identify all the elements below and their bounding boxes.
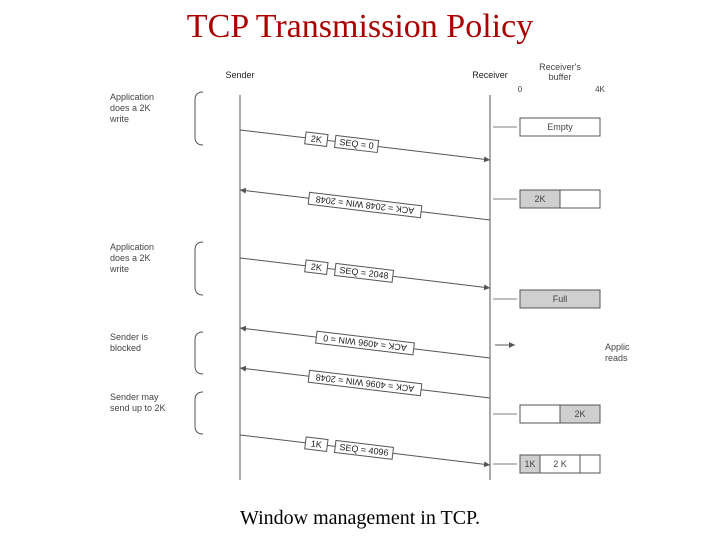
svg-text:Receiver's: Receiver's	[539, 62, 581, 72]
caption: Window management in TCP.	[0, 507, 720, 530]
svg-text:Sender may: Sender may	[110, 392, 159, 402]
svg-text:Application: Application	[110, 92, 154, 102]
svg-text:Full: Full	[553, 294, 568, 304]
svg-text:ACK = 2048 WIN = 2048: ACK = 2048 WIN = 2048	[315, 194, 415, 216]
svg-text:ACK = 4096 WIN = 2048: ACK = 4096 WIN = 2048	[315, 372, 415, 394]
svg-text:write: write	[109, 114, 129, 124]
svg-text:send up to 2K: send up to 2K	[110, 403, 166, 413]
svg-text:buffer: buffer	[549, 72, 572, 82]
svg-text:write: write	[109, 264, 129, 274]
svg-text:4K: 4K	[595, 85, 605, 94]
svg-text:0: 0	[518, 85, 523, 94]
svg-text:blocked: blocked	[110, 343, 141, 353]
svg-text:does a 2K: does a 2K	[110, 253, 151, 263]
diagram: Sender Receiver Receiver'sbuffer 0 4K Applica…	[90, 60, 630, 490]
svg-text:Application: Application	[110, 242, 154, 252]
svg-text:Empty: Empty	[547, 122, 573, 132]
svg-text:2K: 2K	[534, 194, 545, 204]
svg-text:1K: 1K	[310, 439, 322, 450]
svg-text:2 K: 2 K	[553, 459, 567, 469]
svg-text:does a 2K: does a 2K	[110, 103, 151, 113]
svg-text:reads 2K: reads 2K	[605, 353, 630, 363]
svg-text:Application: Application	[605, 342, 630, 352]
svg-text:ACK = 4096 WIN = 0: ACK = 4096 WIN = 0	[323, 333, 408, 353]
svg-text:1K: 1K	[524, 459, 535, 469]
svg-text:Sender: Sender	[225, 70, 254, 80]
svg-text:Receiver: Receiver	[472, 70, 508, 80]
svg-text:Sender is: Sender is	[110, 332, 149, 342]
svg-text:2K: 2K	[310, 134, 322, 145]
page-title: TCP Transmission Policy	[0, 8, 720, 46]
svg-text:2K: 2K	[310, 262, 322, 273]
svg-text:2K: 2K	[574, 409, 585, 419]
